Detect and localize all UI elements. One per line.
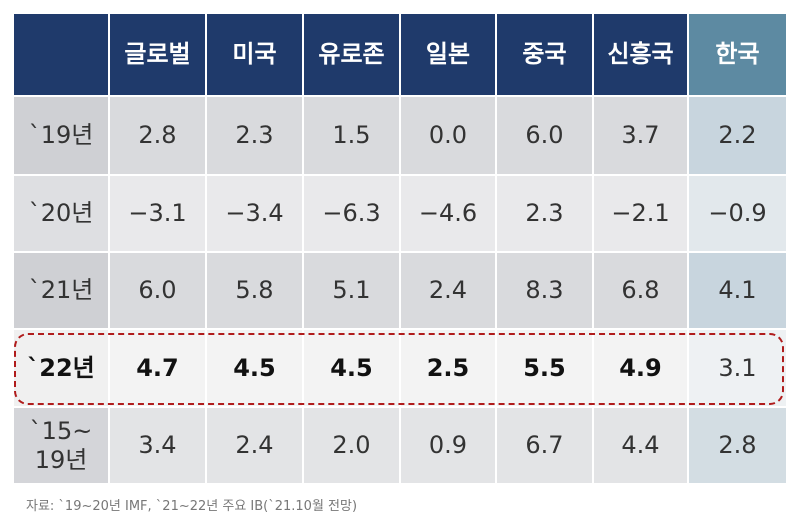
column-header: 한국 [689, 14, 788, 97]
row-label: `15~ 19년 [14, 408, 110, 485]
table: 글로벌 미국 유로존 일본 중국 신흥국 한국 `19년 2.8 2.3 1.5 0.0 6.0 3.7 2… [14, 14, 788, 485]
cell-value: 2.3 [207, 97, 304, 176]
cell-value: 4.9 [594, 330, 689, 408]
cell-value: 2.3 [497, 176, 594, 253]
cell-value: 2.0 [304, 408, 401, 485]
row-label: `19년 [14, 97, 110, 176]
row-label: `20년 [14, 176, 110, 253]
cell-value: 5.8 [207, 253, 304, 330]
cell-value: −0.9 [689, 176, 788, 253]
cell-value: −6.3 [304, 176, 401, 253]
cell-value: 1.5 [304, 97, 401, 176]
cell-value: 8.3 [497, 253, 594, 330]
cell-value: 6.7 [497, 408, 594, 485]
cell-value: −3.4 [207, 176, 304, 253]
column-header: 유로존 [304, 14, 401, 97]
corner-cell [14, 14, 110, 97]
column-header: 미국 [207, 14, 304, 97]
cell-value: 0.9 [401, 408, 497, 485]
cell-value: 2.5 [401, 330, 497, 408]
column-header: 신흥국 [594, 14, 689, 97]
cell-value: −3.1 [110, 176, 207, 253]
cell-value: −2.1 [594, 176, 689, 253]
cell-value: 6.0 [110, 253, 207, 330]
cell-value: 3.4 [110, 408, 207, 485]
cell-value: −4.6 [401, 176, 497, 253]
cell-value: 4.5 [304, 330, 401, 408]
cell-value: 2.8 [110, 97, 207, 176]
cell-value: 2.4 [207, 408, 304, 485]
column-header: 일본 [401, 14, 497, 97]
cell-value: 2.8 [689, 408, 788, 485]
cell-value: 0.0 [401, 97, 497, 176]
highlight-box [14, 333, 784, 405]
cell-value: 3.7 [594, 97, 689, 176]
row-label: `22년 [14, 330, 110, 408]
cell-value: 2.2 [689, 97, 788, 176]
cell-value: 2.4 [401, 253, 497, 330]
cell-value: 5.1 [304, 253, 401, 330]
cell-value: 4.5 [207, 330, 304, 408]
row-label: `21년 [14, 253, 110, 330]
footnote: 자료: `19~20년 IMF, `21~22년 주요 IB(`21.10월 전… [26, 499, 358, 514]
cell-value: 6.0 [497, 97, 594, 176]
cell-value: 4.7 [110, 330, 207, 408]
column-header: 글로벌 [110, 14, 207, 97]
cell-value: 4.1 [689, 253, 788, 330]
cell-value: 4.4 [594, 408, 689, 485]
cell-value: 5.5 [497, 330, 594, 408]
column-header: 중국 [497, 14, 594, 97]
cell-value: 6.8 [594, 253, 689, 330]
